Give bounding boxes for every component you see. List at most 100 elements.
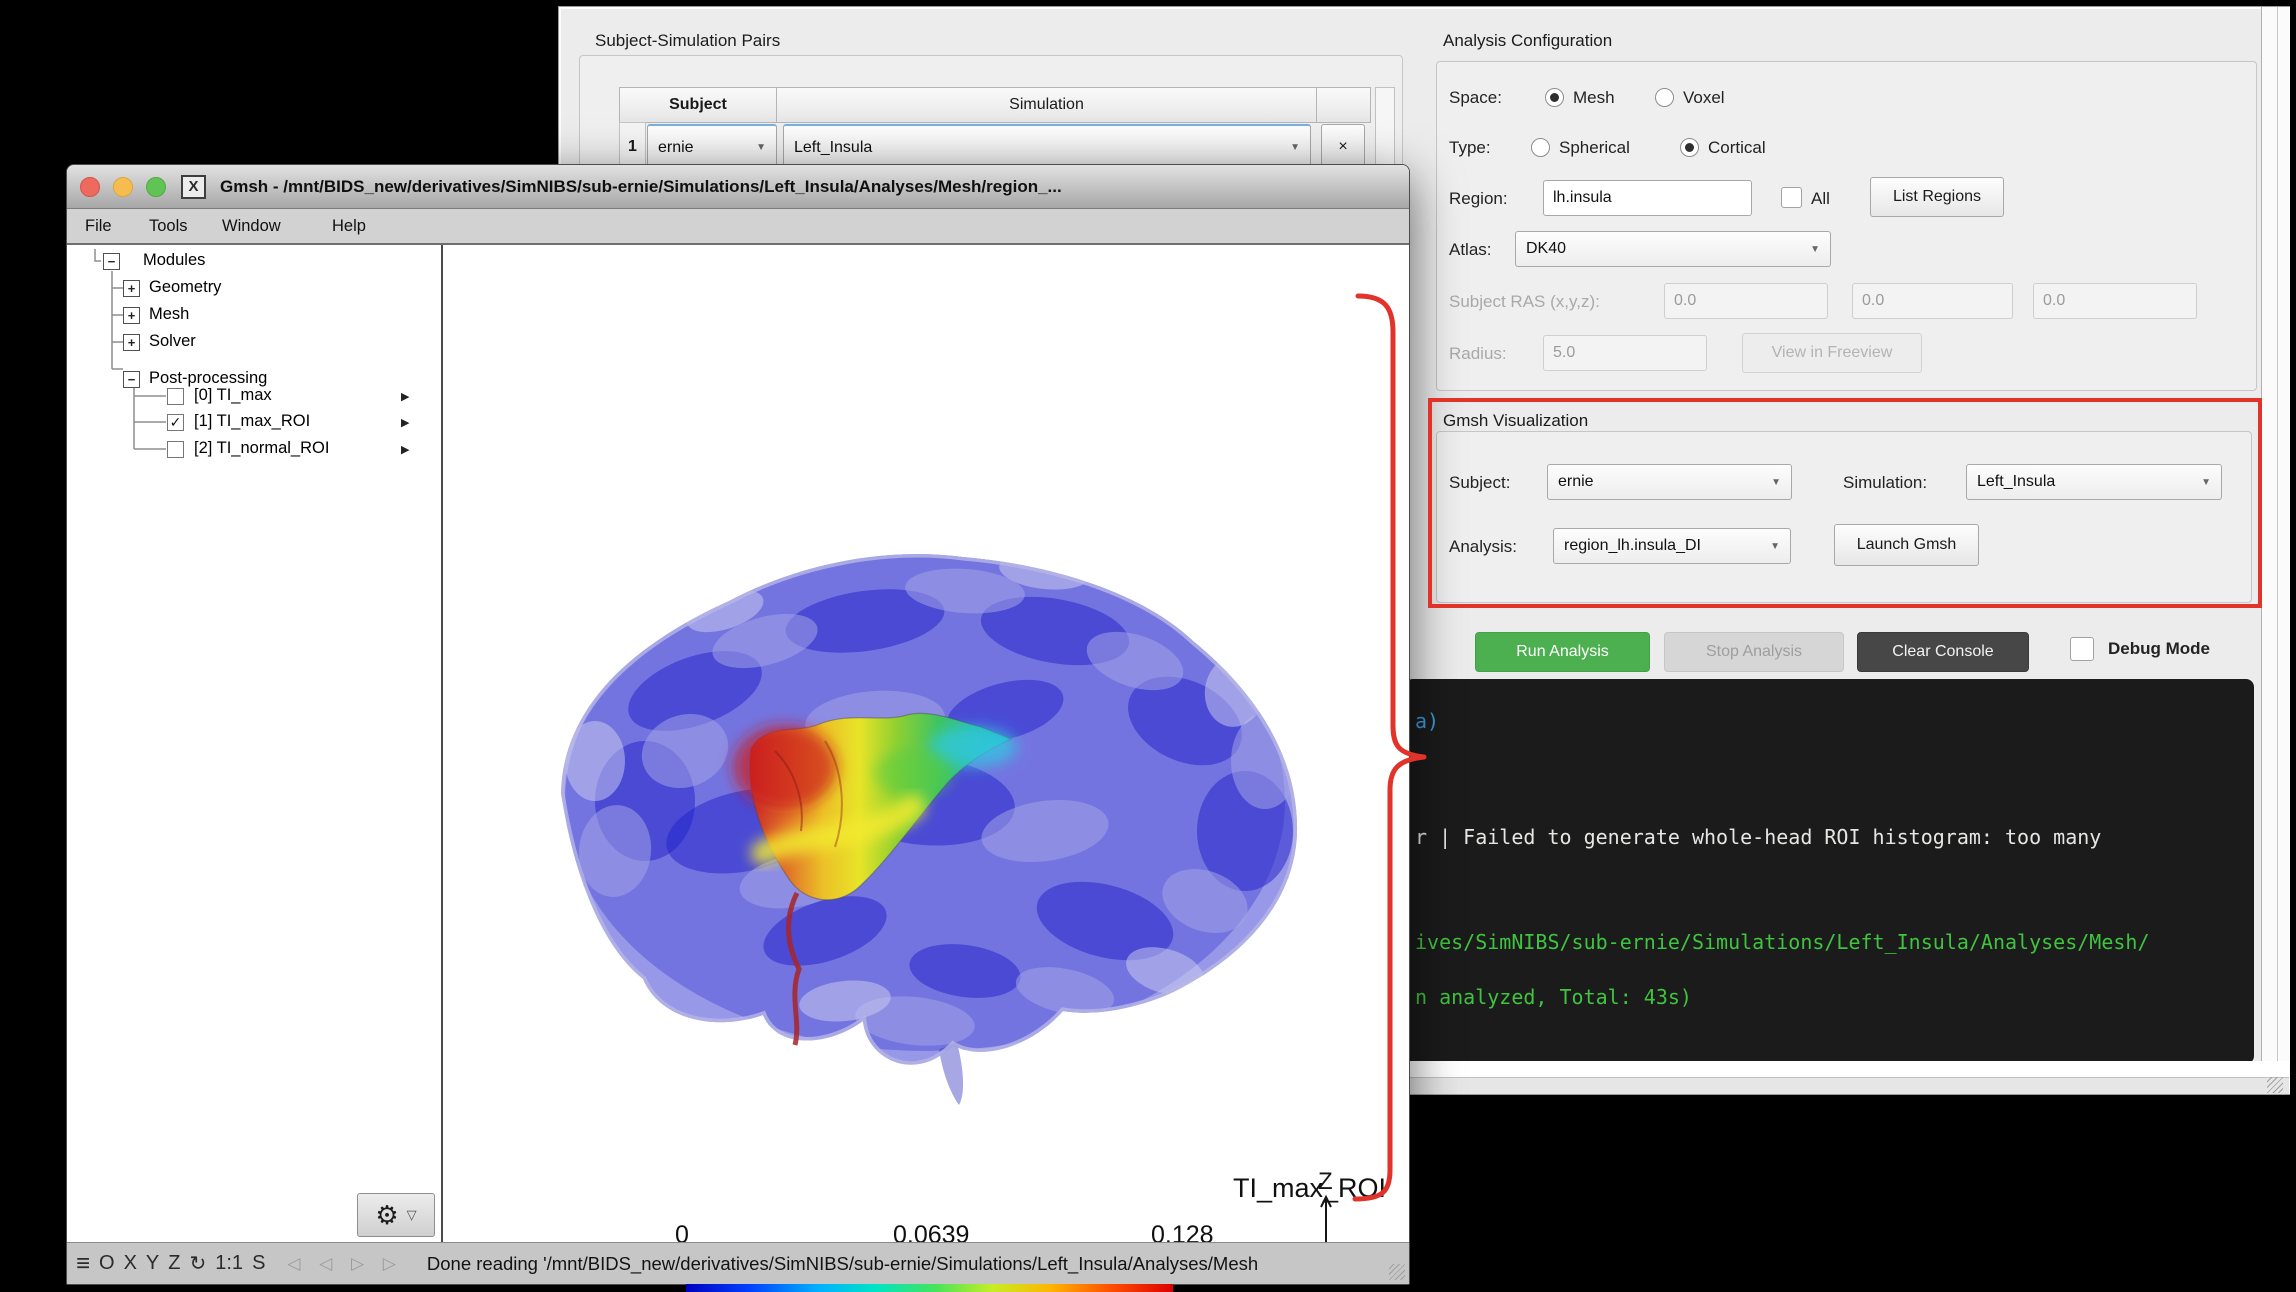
maximize-window-icon[interactable] <box>146 176 166 197</box>
menu-tools[interactable]: Tools <box>149 216 188 235</box>
annotation-highlight-box <box>1428 398 2262 608</box>
pairs-section-title: Subject-Simulation Pairs <box>595 31 781 50</box>
hamburger-icon[interactable]: ≡ <box>76 1249 91 1277</box>
type-label: Type: <box>1449 138 1491 157</box>
roi-surface <box>733 712 1017 1046</box>
pairs-table-scrollbar[interactable] <box>1375 87 1395 173</box>
minimize-window-icon[interactable] <box>113 176 133 197</box>
submenu-arrow-icon[interactable]: ▶ <box>401 444 410 456</box>
space-mesh-radio[interactable] <box>1545 88 1564 107</box>
gmsh-window: X Gmsh - /mnt/BIDS_new/derivatives/SimNI… <box>66 164 1410 1292</box>
app-right-scrollbar-track[interactable] <box>2261 7 2290 1094</box>
atlas-combo[interactable]: DK40 ▼ <box>1515 231 1831 267</box>
console-line: ives/SimNIBS/sub-ernie/Simulations/Left_… <box>1415 930 2150 954</box>
expander-plus-icon[interactable]: + <box>123 280 140 297</box>
chevron-down-icon: ▼ <box>756 142 766 153</box>
tree-item-view0[interactable]: [0] TI_max <box>194 386 272 404</box>
radius-input[interactable]: 5.0 <box>1543 335 1707 371</box>
expander-plus-icon[interactable]: + <box>123 334 140 351</box>
chevron-down-icon: ▼ <box>1770 540 1780 552</box>
gmsh-resize-grip[interactable] <box>1389 1264 1405 1280</box>
console-line: a) <box>1415 709 1440 733</box>
menu-file[interactable]: File <box>85 216 112 235</box>
view0-checkbox[interactable] <box>167 388 184 405</box>
stop-analysis-button[interactable]: Stop Analysis <box>1664 632 1844 672</box>
menu-window[interactable]: Window <box>222 216 281 235</box>
pairs-simulation-value: Left_Insula <box>794 138 873 156</box>
chevron-down-icon: ▼ <box>1290 142 1300 153</box>
submenu-arrow-icon[interactable]: ▶ <box>401 391 410 403</box>
console-output[interactable]: a) r | Failed to generate whole-head ROI… <box>1405 679 2254 1064</box>
pairs-subject-combo[interactable]: ernie ▼ <box>647 124 777 170</box>
s-button[interactable]: S <box>252 1252 266 1274</box>
pairs-remove-button[interactable]: × <box>1321 124 1365 170</box>
space-mesh-label[interactable]: Mesh <box>1573 88 1615 107</box>
space-voxel-radio[interactable] <box>1655 88 1674 107</box>
type-spherical-radio[interactable] <box>1531 138 1550 157</box>
z-view-button[interactable]: Z <box>168 1252 181 1274</box>
tree-item-view2[interactable]: [2] TI_normal_ROI <box>194 439 330 457</box>
atlas-label: Atlas: <box>1449 240 1492 259</box>
viz-analysis-combo[interactable]: region_lh.insula_DI ▼ <box>1553 528 1791 564</box>
run-analysis-button[interactable]: Run Analysis <box>1475 632 1650 672</box>
submenu-arrow-icon[interactable]: ▶ <box>401 417 410 429</box>
viz-simulation-value: Left_Insula <box>1977 473 2056 490</box>
list-regions-button[interactable]: List Regions <box>1870 177 2004 217</box>
region-input[interactable]: lh.insula <box>1543 180 1752 216</box>
ras-label: Subject RAS (x,y,z): <box>1449 292 1600 311</box>
expander-plus-icon[interactable]: + <box>123 307 140 324</box>
status-message: Done reading '/mnt/BIDS_new/derivatives/… <box>426 1252 1259 1274</box>
x-view-button[interactable]: X <box>123 1252 137 1274</box>
viz-simulation-combo[interactable]: Left_Insula ▼ <box>1966 464 2222 500</box>
debug-mode-checkbox[interactable] <box>2070 637 2094 661</box>
clear-console-button[interactable]: Clear Console <box>1857 632 2029 672</box>
gmsh-statusbar: ≡ O X Y Z ↻ 1:1 S ◁ ◁ ▷ ▷ Done reading '… <box>67 1242 1409 1284</box>
tree-item-post-processing[interactable]: Post-processing <box>149 369 268 387</box>
chevron-down-icon: ▼ <box>1771 476 1781 488</box>
type-cortical-radio[interactable] <box>1680 138 1699 157</box>
pairs-simulation-combo[interactable]: Left_Insula ▼ <box>783 124 1311 170</box>
type-cortical-label[interactable]: Cortical <box>1708 138 1766 157</box>
expander-minus-icon[interactable]: − <box>123 371 140 388</box>
debug-mode-label[interactable]: Debug Mode <box>2108 639 2210 658</box>
pairs-col-simulation[interactable]: Simulation <box>776 87 1317 123</box>
ortho-toggle-button[interactable]: O <box>99 1252 115 1274</box>
chevron-down-icon: ▼ <box>2201 476 2211 488</box>
close-window-icon[interactable] <box>80 176 100 197</box>
atlas-value: DK40 <box>1526 240 1567 257</box>
tree-item-geometry[interactable]: Geometry <box>149 278 222 296</box>
pairs-col-actions <box>1316 87 1371 123</box>
ras-x-input[interactable]: 0.0 <box>1664 283 1828 319</box>
one-to-one-button[interactable]: 1:1 <box>215 1252 244 1274</box>
tree-options-button[interactable]: ⚙ ▽ <box>357 1193 435 1237</box>
menu-help[interactable]: Help <box>332 216 366 235</box>
ras-y-input[interactable]: 0.0 <box>1852 283 2013 319</box>
all-label[interactable]: All <box>1811 189 1830 208</box>
space-label: Space: <box>1449 88 1502 107</box>
gmsh-3d-canvas[interactable]: TI_max_ROI 0 0.0639 0.128 Z Y X <box>445 245 1409 1292</box>
space-voxel-label[interactable]: Voxel <box>1683 88 1725 107</box>
view2-checkbox[interactable] <box>167 441 184 458</box>
rotate-view-icon[interactable]: ↻ <box>189 1253 207 1275</box>
app-resize-grip[interactable] <box>2267 1077 2283 1093</box>
viz-analysis-label: Analysis: <box>1449 537 1518 556</box>
y-view-button[interactable]: Y <box>145 1252 160 1274</box>
playback-controls-icons[interactable]: ◁ ◁ ▷ ▷ <box>287 1253 403 1273</box>
view1-checkbox[interactable]: ✓ <box>167 414 184 431</box>
tree-item-view1[interactable]: [1] TI_max_ROI <box>194 412 311 430</box>
viz-subject-combo[interactable]: ernie ▼ <box>1547 464 1792 500</box>
tree-item-modules[interactable]: Modules <box>143 251 206 269</box>
type-spherical-label[interactable]: Spherical <box>1559 138 1630 157</box>
tree-item-mesh[interactable]: Mesh <box>149 305 190 323</box>
view-in-freeview-button[interactable]: View in Freeview <box>1742 333 1922 373</box>
gmsh-titlebar[interactable]: X Gmsh - /mnt/BIDS_new/derivatives/SimNI… <box>67 165 1409 209</box>
tree-item-solver[interactable]: Solver <box>149 332 196 350</box>
ras-z-input[interactable]: 0.0 <box>2033 283 2197 319</box>
pairs-col-subject[interactable]: Subject <box>619 87 777 123</box>
launch-gmsh-button[interactable]: Launch Gmsh <box>1834 524 1979 566</box>
expander-minus-icon[interactable]: − <box>103 253 120 270</box>
axis-z-label: Z <box>1318 1171 1333 1195</box>
all-checkbox[interactable] <box>1781 187 1802 208</box>
gmsh-window-title: Gmsh - /mnt/BIDS_new/derivatives/SimNIBS… <box>220 176 1062 196</box>
config-section-title: Analysis Configuration <box>1443 31 1613 50</box>
